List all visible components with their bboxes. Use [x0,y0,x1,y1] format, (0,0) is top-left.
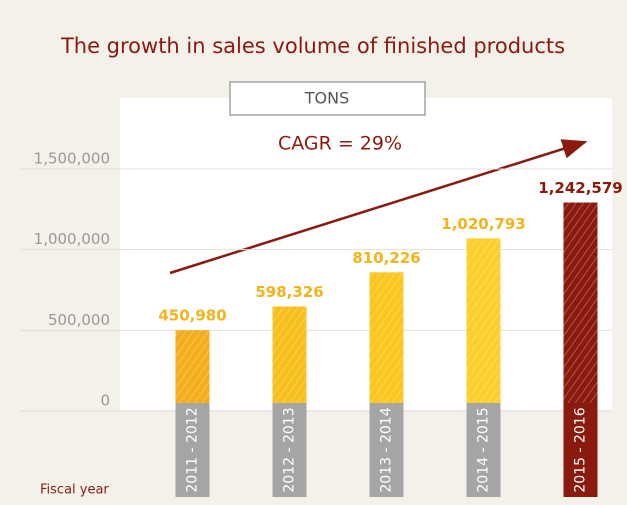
category-box [466,403,501,497]
category-box [369,403,404,497]
y-tick-label: 500,000 [48,311,110,329]
x-tick-label: 2011 - 2012 [185,407,201,492]
bar-hatch [175,330,210,403]
bar-hatch [563,202,598,403]
x-axis-label: Fiscal year [40,483,109,498]
value-label: 1,020,793 [441,215,525,233]
bar-hatch [369,272,404,403]
bar-hatch [272,306,307,403]
y-tick-label: 0 [100,392,110,410]
cagr-annotation: CAGR = 29% [278,133,402,155]
chart-title: The growth in sales volume of finished p… [60,34,565,58]
bar-hatch [466,238,501,403]
category-box [175,403,210,497]
x-tick-label: 2014 - 2015 [476,407,492,492]
x-tick-label: 2012 - 2013 [282,407,298,492]
value-label: 810,226 [352,249,420,267]
value-label: 598,326 [255,283,323,301]
value-label: 1,242,579 [538,179,622,197]
value-label: 450,980 [158,307,226,325]
y-tick-label: 1,000,000 [34,230,110,248]
x-tick-label: 2015 - 2016 [573,407,589,492]
x-tick-label: 2013 - 2014 [379,407,395,492]
category-box [563,403,598,497]
unit-box [229,81,426,116]
unit-label: TONS [304,89,350,108]
y-tick-label: 1,500,000 [34,150,110,168]
category-box [272,403,307,497]
trend-arrow [169,139,588,275]
